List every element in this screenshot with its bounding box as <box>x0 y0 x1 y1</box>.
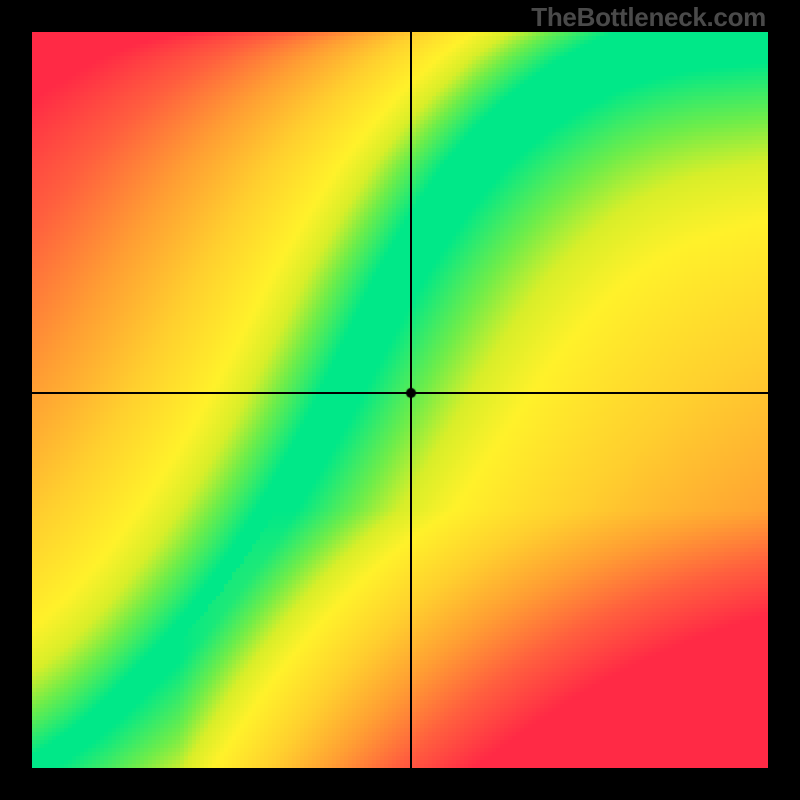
chart-root: TheBottleneck.com <box>0 0 800 800</box>
crosshair-vertical-line <box>410 32 412 768</box>
watermark-text: TheBottleneck.com <box>531 2 766 33</box>
bottleneck-heatmap <box>32 32 768 768</box>
crosshair-horizontal-line <box>32 392 768 394</box>
crosshair-dot <box>405 387 417 399</box>
